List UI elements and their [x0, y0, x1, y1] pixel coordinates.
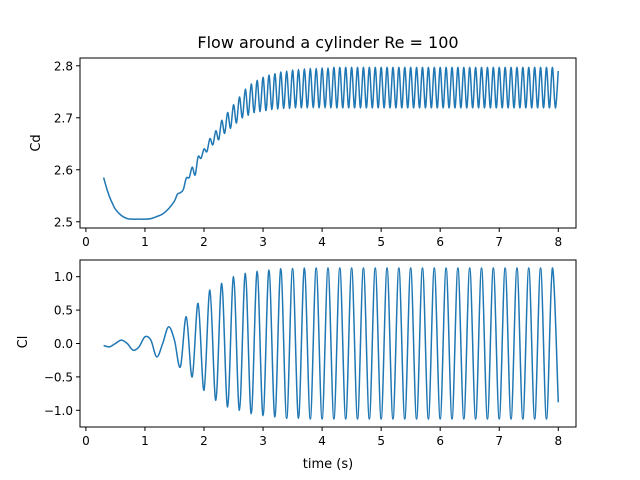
chart-title: Flow around a cylinder Re = 100 — [197, 33, 458, 52]
cd-y-tick-label: 2.8 — [54, 59, 73, 73]
cd-x-tick-label: 2 — [200, 235, 208, 249]
cd-y-tick-label: 2.6 — [54, 163, 73, 177]
cl-x-tick-label: 5 — [377, 434, 385, 448]
cl-x-tick-label: 6 — [436, 434, 444, 448]
cl-axes-frame — [79, 259, 577, 428]
cd-ticks: 0 1 2 3 4 5 6 7 8 2.5 2.6 2.7 2.8 — [54, 59, 562, 249]
cl-x-tick-label: 8 — [554, 434, 562, 448]
cl-y-tick-label: 0.5 — [54, 304, 73, 318]
cd-y-tick-label: 2.7 — [54, 111, 73, 125]
cd-x-tick-label: 5 — [377, 235, 385, 249]
cl-y-tick-label: −0.5 — [44, 370, 73, 384]
cl-y-tick-label: 1.0 — [54, 270, 73, 284]
cd-plot-area — [102, 66, 560, 220]
cd-x-tick-label: 6 — [436, 235, 444, 249]
cd-x-tick-label: 7 — [495, 235, 503, 249]
cd-x-tick-label: 0 — [82, 235, 90, 249]
cl-x-tick-label: 0 — [82, 434, 90, 448]
cl-plot-area — [103, 267, 560, 420]
cl-subplot: Cl time (s) 0 1 2 3 4 5 6 7 8 −1.0 −0.5 0.0 0.5 1.0 — [16, 259, 577, 472]
cd-y-tick-label: 2.5 — [54, 215, 73, 229]
cl-x-tick-label: 4 — [318, 434, 326, 448]
cd-x-tick-label: 1 — [141, 235, 149, 249]
cl-y-tick-label: 0.0 — [54, 337, 73, 351]
cl-y-tick-label: −1.0 — [44, 404, 73, 418]
cl-y-axis-label: Cl — [16, 336, 31, 349]
cd-x-tick-label: 8 — [554, 235, 562, 249]
cd-y-axis-label: Cd — [29, 134, 44, 151]
cl-x-tick-label: 3 — [259, 434, 267, 448]
cd-subplot: Flow around a cylinder Re = 100 Cd 0 1 2 3 4… — [29, 33, 577, 249]
cd-series-line-0 — [102, 66, 560, 220]
cd-x-tick-label: 4 — [318, 235, 326, 249]
cl-x-tick-label: 7 — [495, 434, 503, 448]
cd-x-tick-label: 3 — [259, 235, 267, 249]
cd-axes-frame — [79, 57, 577, 229]
cl-x-axis-label: time (s) — [303, 457, 353, 472]
cl-series-line-0 — [103, 267, 560, 420]
cl-x-tick-label: 2 — [200, 434, 208, 448]
cl-ticks: 0 1 2 3 4 5 6 7 8 −1.0 −0.5 0.0 0.5 1.0 — [44, 270, 562, 448]
cl-x-tick-label: 1 — [141, 434, 149, 448]
